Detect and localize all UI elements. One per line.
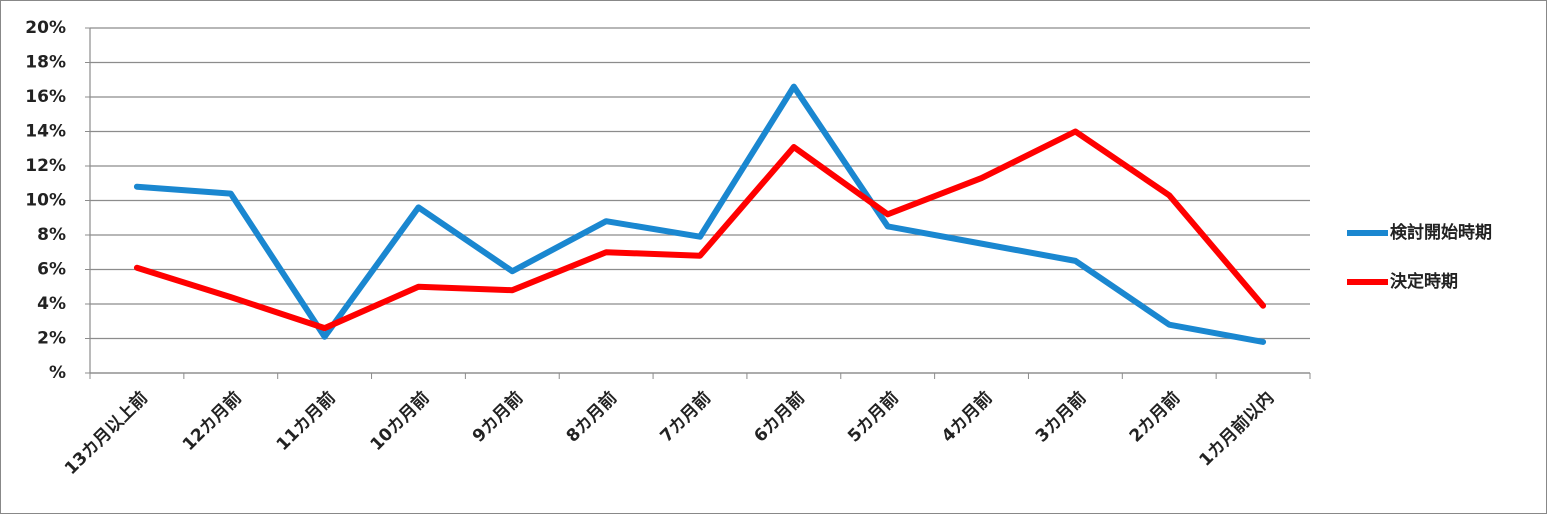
y-tick-label: 8% — [37, 225, 66, 245]
y-tick-label: 10% — [25, 191, 66, 211]
y-tick-label: 16% — [25, 87, 66, 107]
series-line — [133, 128, 1267, 332]
y-tick-label: 4% — [37, 294, 66, 314]
y-tick-label: 12% — [25, 156, 66, 176]
y-tick-label: % — [49, 363, 66, 383]
y-tick-label: 18% — [25, 53, 66, 73]
y-tick-label: 14% — [25, 122, 66, 142]
y-tick-label: 2% — [37, 329, 66, 349]
y-tick-label: 20% — [25, 18, 66, 38]
y-tick-label: 6% — [37, 260, 66, 280]
legend-label: 決定時期 — [1390, 271, 1458, 292]
series-line — [133, 83, 1267, 345]
legend-label: 検討開始時期 — [1390, 222, 1492, 243]
